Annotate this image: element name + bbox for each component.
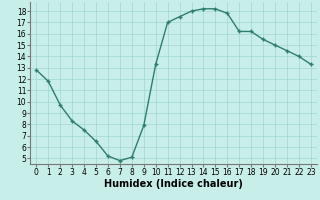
X-axis label: Humidex (Indice chaleur): Humidex (Indice chaleur) [104,179,243,189]
